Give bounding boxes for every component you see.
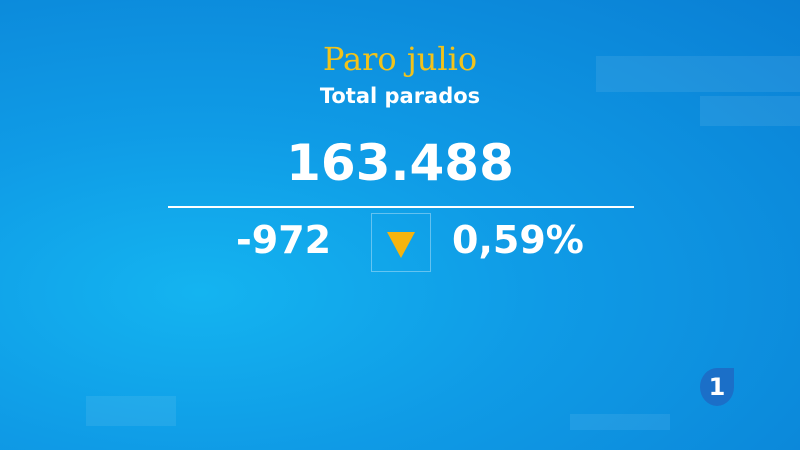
down-indicator <box>371 213 431 272</box>
decor <box>700 96 800 126</box>
percent-value: 0,59% <box>452 218 584 262</box>
subtitle: Total parados <box>319 84 481 108</box>
title: Paro julio <box>322 40 478 78</box>
decor <box>86 396 176 426</box>
total-value: 163.488 <box>286 134 514 192</box>
divider <box>168 206 634 208</box>
decor <box>596 56 800 92</box>
change-value: -972 <box>236 218 332 262</box>
decor <box>570 414 670 430</box>
down-arrow <box>387 232 415 258</box>
channel-logo: 1 <box>700 368 734 406</box>
